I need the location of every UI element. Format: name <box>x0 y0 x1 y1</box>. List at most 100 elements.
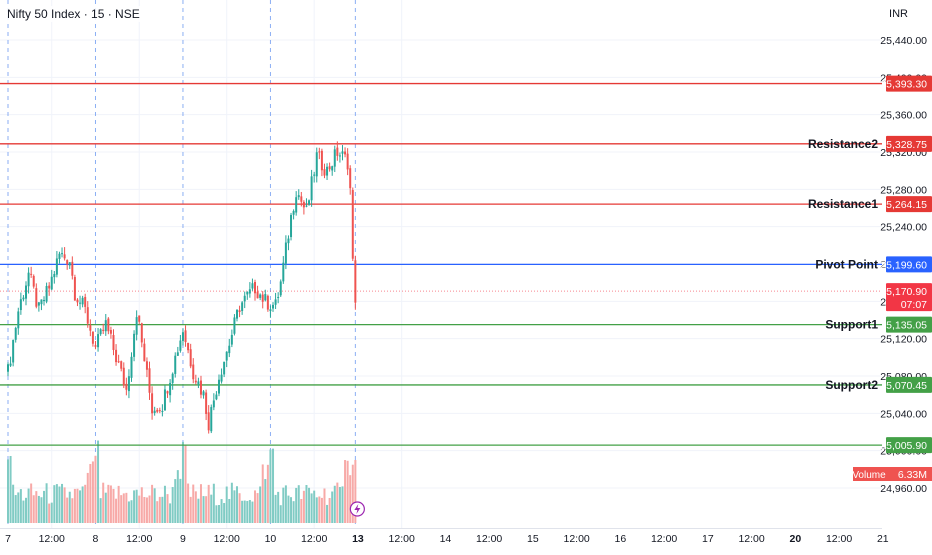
volume-bar <box>295 487 298 523</box>
time-tick-label[interactable]: 12:00 <box>389 533 415 545</box>
time-tick-label[interactable]: 13 <box>352 533 364 545</box>
candle-body <box>354 260 357 303</box>
candle-body <box>7 364 9 372</box>
candle-body <box>79 302 82 304</box>
candle-body <box>228 345 231 354</box>
time-tick-label[interactable]: 12:00 <box>39 533 65 545</box>
candle-body <box>331 166 334 171</box>
candle-body <box>272 304 275 309</box>
volume-bar <box>351 464 354 523</box>
candle-body <box>32 275 35 287</box>
volume-bar <box>9 456 12 523</box>
candle-body <box>248 289 251 294</box>
candle-body <box>256 291 259 299</box>
candle-body <box>225 351 228 361</box>
time-tick-label[interactable]: 12:00 <box>214 533 240 545</box>
level-price-tag <box>886 196 932 213</box>
volume-bar <box>290 497 293 523</box>
volume-bar <box>161 496 164 523</box>
candle-body <box>290 214 293 238</box>
volume-bar <box>169 503 172 523</box>
candle-body <box>102 329 105 331</box>
price-axis-bg <box>882 0 932 550</box>
volume-bar <box>256 493 259 523</box>
volume-bar <box>187 483 190 523</box>
currency-label[interactable]: INR <box>889 8 908 20</box>
candle-body <box>120 361 123 369</box>
price-tick-label[interactable]: 25,040.00 <box>880 408 927 420</box>
candle-body <box>76 299 79 303</box>
volume-bar <box>45 483 48 523</box>
time-tick-label[interactable]: 7 <box>5 533 11 545</box>
volume-bar <box>287 495 290 523</box>
volume-bar <box>17 492 20 523</box>
price-tick-label[interactable]: 25,240.00 <box>880 222 927 234</box>
volume-bar <box>310 493 313 523</box>
candle-body <box>48 285 51 289</box>
volume-bar <box>274 494 277 523</box>
volume-bar <box>246 500 249 523</box>
symbol-title[interactable]: Nifty 50 Index · 15 · NSE <box>4 6 143 22</box>
candle-body <box>25 285 28 299</box>
volume-bar <box>212 483 215 523</box>
volume-bar <box>143 496 146 523</box>
volume-bar <box>202 496 205 523</box>
candle-body <box>220 374 223 382</box>
time-tick-label[interactable]: 12:00 <box>651 533 677 545</box>
time-tick-label[interactable]: 10 <box>265 533 277 545</box>
volume-bar <box>326 504 329 523</box>
volume-bar <box>279 505 282 523</box>
volume-bars <box>7 440 357 523</box>
candle-body <box>320 150 323 171</box>
candlesticks[interactable] <box>7 141 357 434</box>
price-tick-label[interactable]: 24,960.00 <box>880 483 927 495</box>
time-tick-label[interactable]: 12:00 <box>826 533 852 545</box>
volume-bar <box>313 490 316 523</box>
candle-body <box>91 331 94 344</box>
volume-bar <box>197 498 200 523</box>
price-axis[interactable]: 25,440.0025,400.0025,360.0025,320.0025,2… <box>880 0 932 550</box>
time-axis[interactable]: 7 12:00 8 12:00 9 12:00 10 12:00 13 12:00 14 12:00 1… <box>5 533 889 545</box>
time-tick-label[interactable]: 14 <box>440 533 452 545</box>
time-tick-label[interactable]: 15 <box>527 533 539 545</box>
price-tick-label[interactable]: 25,440.00 <box>880 35 927 47</box>
candle-body <box>338 155 341 157</box>
time-tick-label[interactable]: 21 <box>877 533 889 545</box>
volume-bar <box>315 497 318 523</box>
volume-bar <box>25 497 28 523</box>
time-tick-label[interactable]: 12:00 <box>126 533 152 545</box>
time-tick-label[interactable]: 17 <box>702 533 714 545</box>
volume-bar <box>66 497 69 523</box>
time-tick-label[interactable]: 16 <box>615 533 627 545</box>
time-tick-label[interactable]: 12:00 <box>738 533 764 545</box>
volume-bar <box>148 495 151 523</box>
candle-body <box>230 334 233 345</box>
price-tick-label[interactable]: 25,360.00 <box>880 110 927 122</box>
price-tick-label[interactable]: 25,120.00 <box>880 334 927 346</box>
candle-body <box>246 291 249 295</box>
volume-bar <box>192 484 195 523</box>
volume-bar <box>7 459 9 523</box>
volume-bar <box>259 486 262 523</box>
candle-body <box>45 285 48 302</box>
candle-body <box>117 361 120 363</box>
candle-body <box>156 409 159 412</box>
price-tick-label[interactable]: 25,280.00 <box>880 184 927 196</box>
candle-body <box>9 363 12 366</box>
volume-bar <box>181 441 184 523</box>
time-tick-label[interactable]: 12:00 <box>301 533 327 545</box>
time-tick-label[interactable]: 20 <box>789 533 801 545</box>
volume-badge-name: Volume <box>852 470 886 481</box>
volume-bar <box>81 486 84 523</box>
volume-bar <box>76 488 79 523</box>
time-tick-label[interactable]: 12:00 <box>476 533 502 545</box>
time-tick-label[interactable]: 12:00 <box>563 533 589 545</box>
candle-body <box>127 376 130 392</box>
time-tick-label[interactable]: 8 <box>93 533 99 545</box>
time-tick-label[interactable]: 9 <box>180 533 186 545</box>
volume-bar <box>264 479 267 523</box>
candle-body <box>277 296 280 298</box>
candle-body <box>66 260 69 265</box>
